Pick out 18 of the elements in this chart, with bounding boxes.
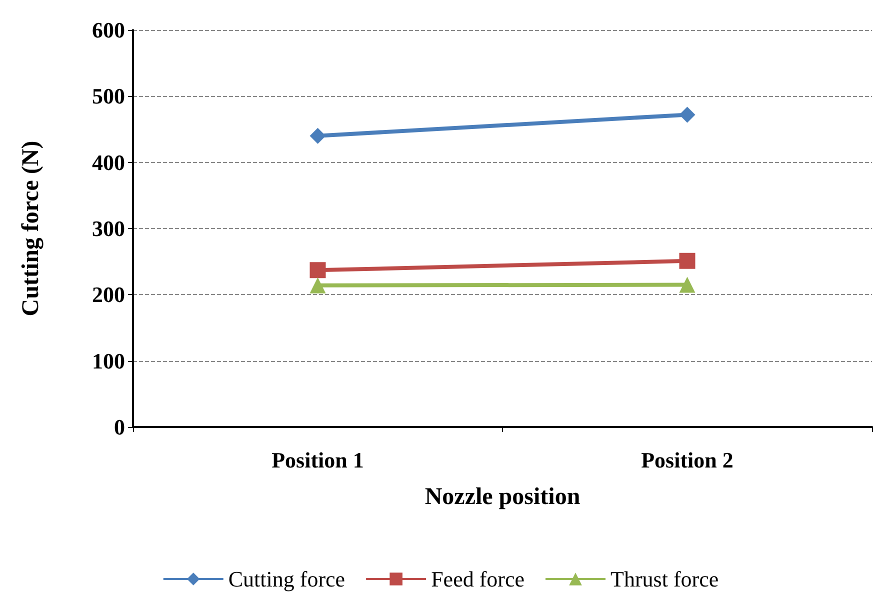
y-tick-label: 400 xyxy=(92,150,125,175)
point xyxy=(310,262,326,278)
y-tick-label: 300 xyxy=(92,216,125,241)
point xyxy=(679,106,696,123)
y-axis-title: Cutting force (N) xyxy=(18,140,44,316)
legend-label: Cutting force xyxy=(228,566,346,592)
y-tick-label: 200 xyxy=(92,282,125,308)
y-tick-label: 500 xyxy=(92,84,125,109)
y-tick-label: 600 xyxy=(92,18,125,42)
x-axis-title: Nozzle position xyxy=(424,484,580,510)
legend-label: Feed force xyxy=(431,566,525,592)
x-tick-label: Position 1 xyxy=(272,448,364,472)
x-tick-label: Position 2 xyxy=(641,448,734,472)
y-tick-label: 100 xyxy=(92,348,125,374)
y-tick-label: 0 xyxy=(114,414,125,440)
point xyxy=(679,252,696,269)
legend-label: Thrust force xyxy=(610,566,719,592)
point xyxy=(310,128,326,144)
